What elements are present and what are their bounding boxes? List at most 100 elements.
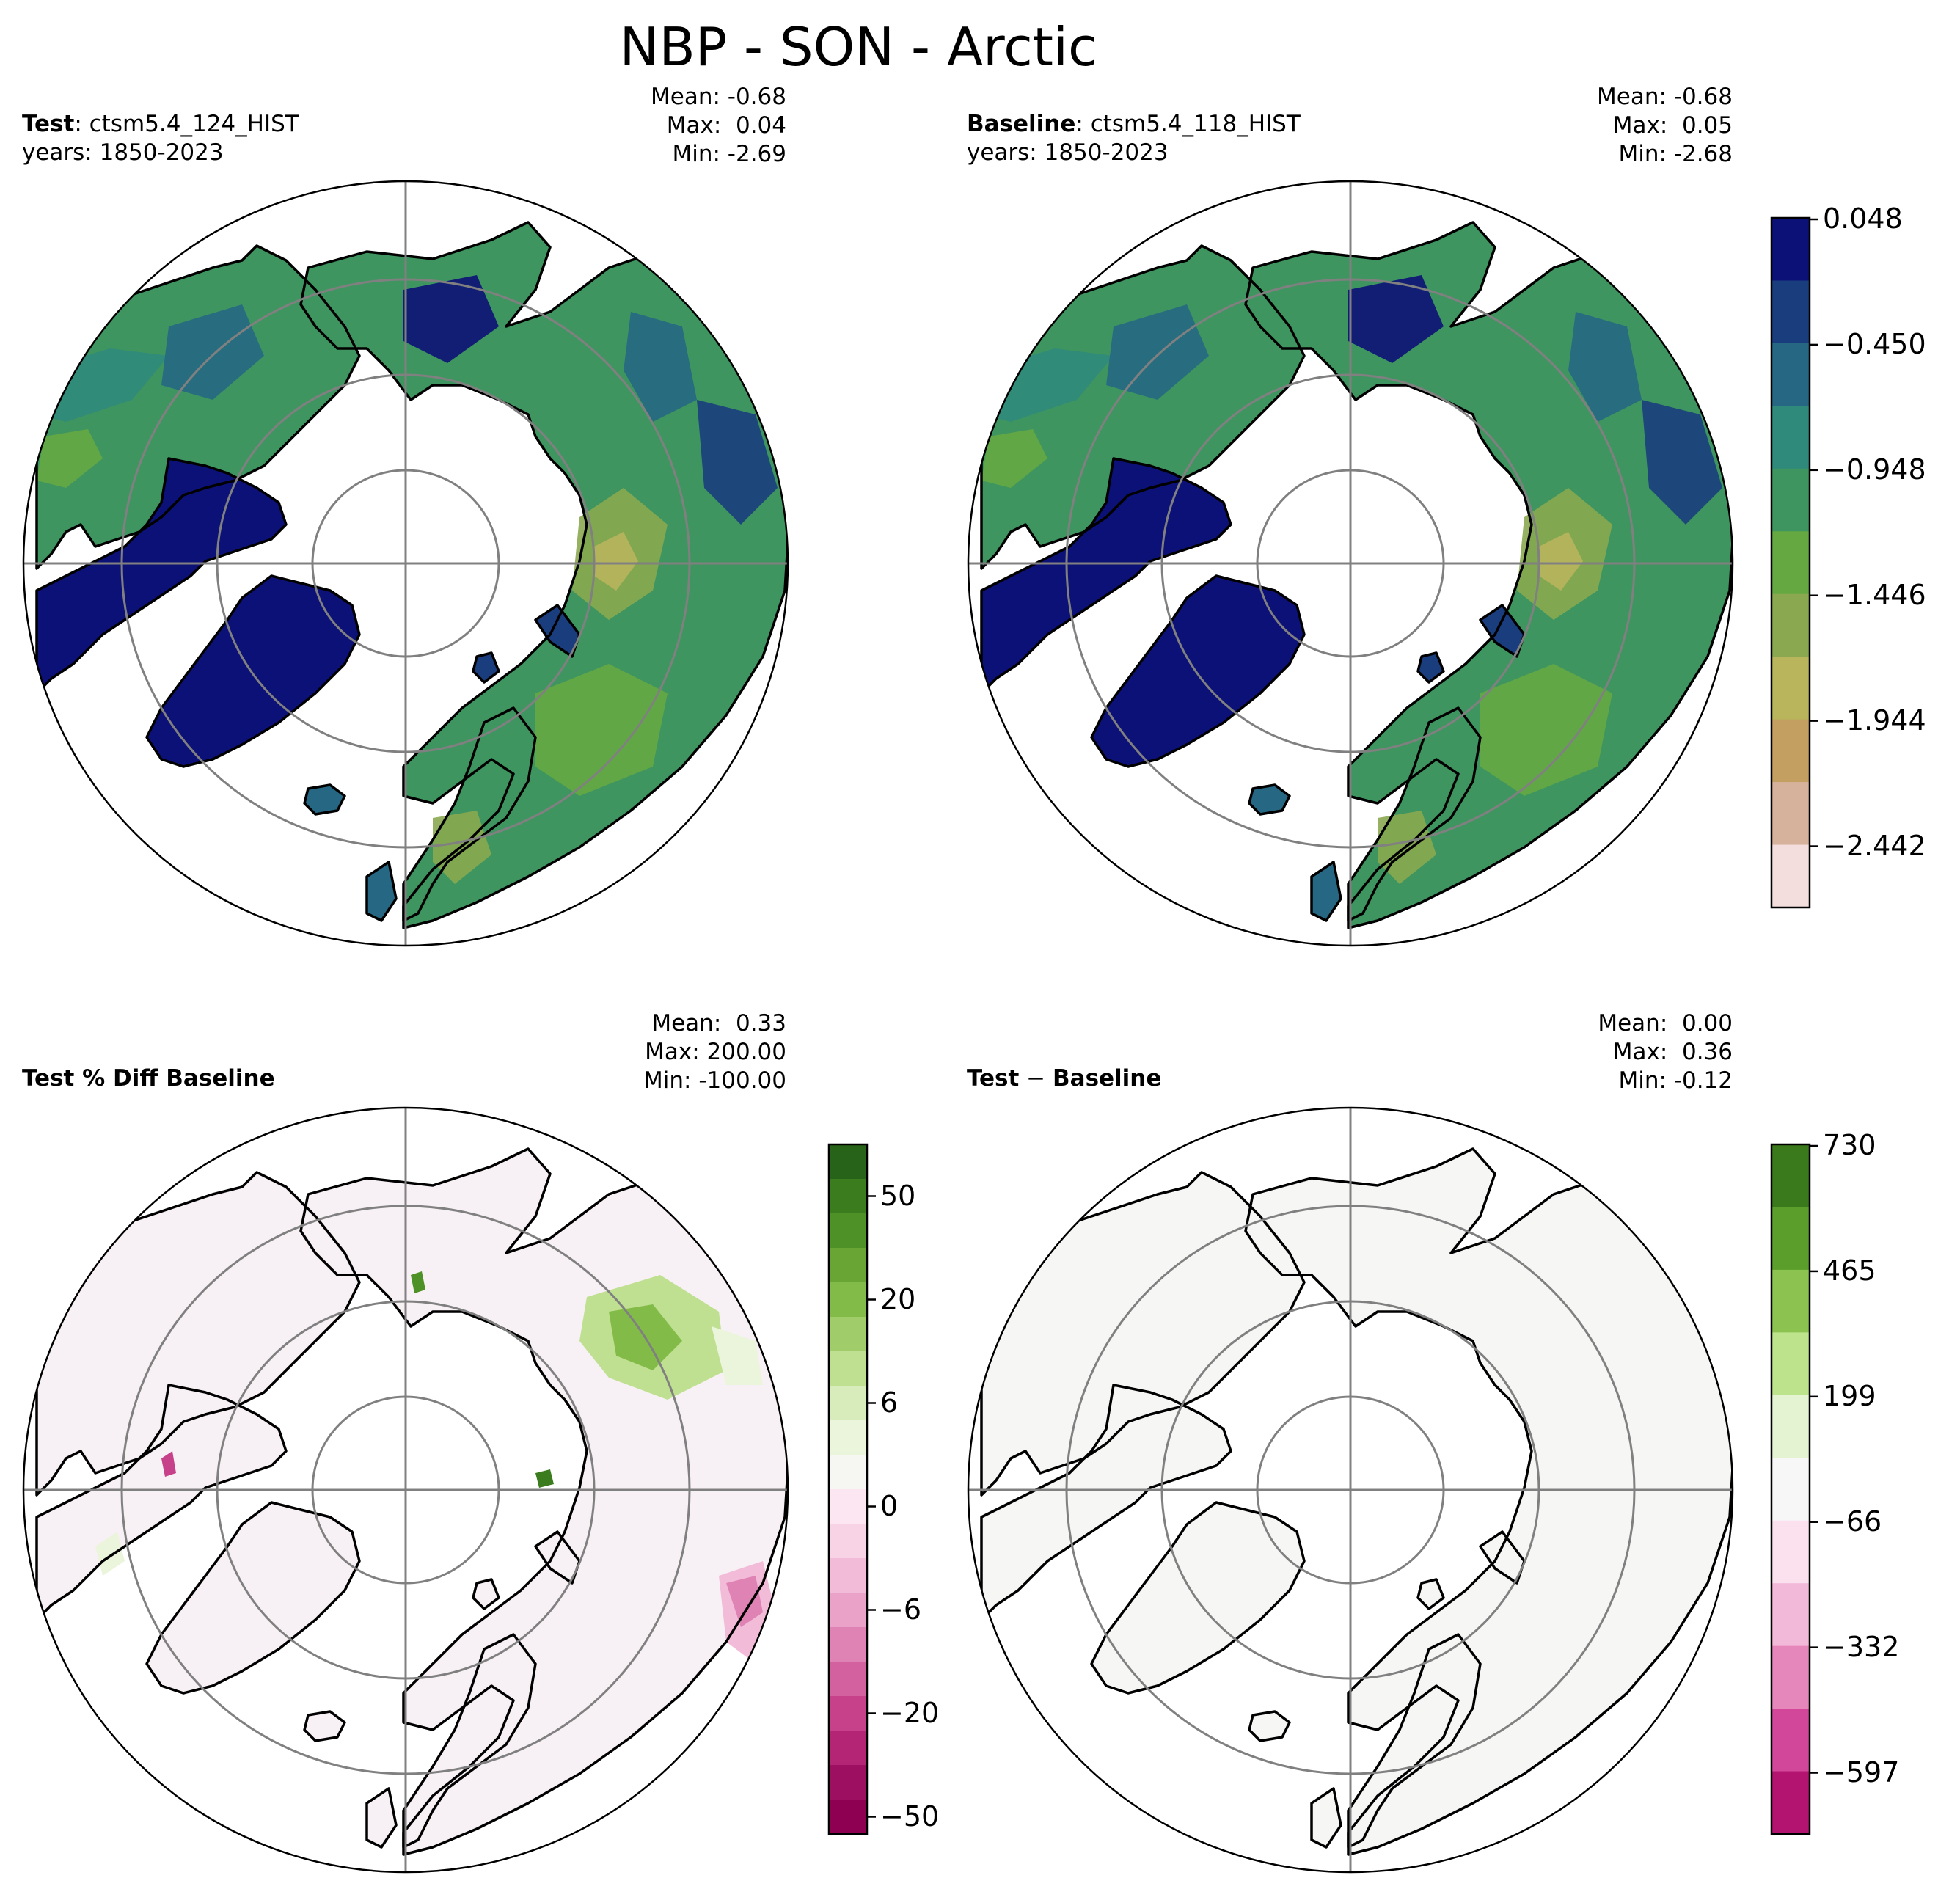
land-novaya xyxy=(535,1532,579,1583)
colorbar-segment xyxy=(1771,1458,1810,1521)
baseline-label-sep: : xyxy=(1075,111,1091,137)
colorbar-segment xyxy=(1771,1709,1810,1772)
coastline xyxy=(35,244,361,570)
colorbar-segment xyxy=(1771,531,1810,595)
colorbar-tick-label: −332 xyxy=(1823,1630,1900,1663)
test-map xyxy=(22,180,789,947)
land-north-america xyxy=(37,1172,359,1495)
land-north-america xyxy=(981,1172,1304,1495)
colorbar-tick-label: −20 xyxy=(880,1696,940,1729)
pct-diff-label: Test % Diff Baseline xyxy=(22,1065,275,1092)
colorbar-tick-label: −597 xyxy=(1823,1755,1900,1788)
baseline-case-name: ctsm5.4_118_HIST xyxy=(1090,111,1301,137)
land-greenland xyxy=(1091,576,1304,767)
coastline xyxy=(1347,706,1482,922)
colorbar-segment xyxy=(1771,1144,1810,1207)
diff-blob xyxy=(411,1271,425,1293)
test-label-sep: : xyxy=(74,111,89,137)
baseline-map xyxy=(967,180,1734,947)
field-band xyxy=(161,304,264,400)
test-years: years: 1850-2023 xyxy=(22,139,224,166)
colorbar-segment xyxy=(1771,1269,1810,1333)
land-iceland xyxy=(304,1711,345,1741)
colorbar-segment xyxy=(829,1593,867,1628)
coastline xyxy=(145,1501,361,1695)
baseline-years: years: 1850-2023 xyxy=(967,139,1169,166)
diff-min: Min: -0.12 xyxy=(1618,1067,1733,1094)
colorbar-segment xyxy=(829,1524,867,1559)
colorbar-tick-label: −0.948 xyxy=(1823,453,1926,486)
test-case-name: ctsm5.4_124_HIST xyxy=(89,111,299,137)
colorbar-segment xyxy=(829,1144,867,1180)
coastline xyxy=(1310,861,1342,922)
colorbar-segment xyxy=(829,1627,867,1662)
land-iceland xyxy=(1249,1711,1290,1741)
colorbar-frame xyxy=(1770,216,1811,909)
test-label: Test xyxy=(22,111,75,137)
coastline xyxy=(1310,1787,1342,1849)
colorbar-segment xyxy=(1771,1583,1810,1647)
diff-label-baseline: Baseline xyxy=(1053,1065,1162,1092)
colorbar-segment xyxy=(1771,468,1810,532)
diff-label-minus: − xyxy=(1019,1065,1053,1092)
diff-blob xyxy=(535,1469,554,1488)
colorbar-tick-label: −0.450 xyxy=(1823,327,1926,360)
colorbar-segment xyxy=(1771,1771,1810,1835)
pct-diff-min: Min: -100.00 xyxy=(643,1067,786,1094)
colorbar-frame xyxy=(1770,1143,1811,1835)
colorbar-segment xyxy=(829,1351,867,1386)
test-header: Test: ctsm5.4_124_HIST years: 1850-2023 xyxy=(22,110,299,167)
pct-diff-header: Test % Diff Baseline xyxy=(22,1064,275,1093)
land-uk xyxy=(367,1788,396,1847)
diff-blob xyxy=(726,1576,763,1627)
field-band xyxy=(1568,312,1642,422)
colorbar-tick-label: 6 xyxy=(880,1386,899,1419)
colorbar-frame xyxy=(827,1143,869,1835)
map-boundary xyxy=(22,180,789,947)
coastline xyxy=(365,861,398,922)
coastline xyxy=(980,244,1306,570)
colorbar-segment xyxy=(829,1765,867,1800)
pct-diff-map xyxy=(22,1106,789,1874)
colorbar-tick-label: 20 xyxy=(880,1282,916,1315)
test-min: Min: -2.69 xyxy=(672,141,786,167)
colorbar-segment xyxy=(1771,657,1810,720)
diff-blob xyxy=(712,1326,763,1385)
coastline xyxy=(145,574,361,768)
colorbar-segment xyxy=(829,1731,867,1766)
figure-title: NBP - SON - Arctic xyxy=(619,16,1097,78)
map-boundary xyxy=(967,1106,1734,1874)
colorbar-tick-label: 50 xyxy=(880,1179,916,1212)
land-greenland xyxy=(147,576,359,767)
baseline-min: Min: -2.68 xyxy=(1618,141,1733,167)
colorbar-tick-label: −50 xyxy=(880,1800,940,1833)
colorbar-segment xyxy=(1771,280,1810,344)
diff-colorbar xyxy=(1770,1143,1818,1835)
baseline-colorbar-ticks: 0.048 −0.450 −0.948 −1.446 −1.944 −2.442 xyxy=(1810,205,1956,907)
diff-mean: Mean: 0.00 xyxy=(1598,1010,1733,1037)
land-novaya xyxy=(535,605,579,657)
colorbar-segment xyxy=(1771,593,1810,657)
colorbar-segment xyxy=(1771,1207,1810,1271)
pct-diff-colorbar xyxy=(827,1143,876,1835)
land-uk xyxy=(1312,862,1341,921)
land-greenland xyxy=(1091,1502,1304,1693)
baseline-header: Baseline: ctsm5.4_118_HIST years: 1850-20… xyxy=(967,110,1301,167)
diff-max: Max: 0.36 xyxy=(1612,1039,1733,1065)
coastline xyxy=(303,783,346,816)
colorbar-segment xyxy=(829,1662,867,1697)
diff-blob xyxy=(161,1451,176,1477)
colorbar-tick-label: 199 xyxy=(1823,1379,1876,1412)
coastline xyxy=(1248,783,1291,816)
diff-label-test: Test xyxy=(967,1065,1020,1092)
colorbar-tick-label: 465 xyxy=(1823,1254,1876,1287)
colorbar-tick-label: −1.446 xyxy=(1823,578,1926,611)
diff-header: Test − Baseline xyxy=(967,1064,1161,1093)
land-iceland xyxy=(304,785,345,814)
field-band xyxy=(624,312,697,422)
colorbar-tick-label: −6 xyxy=(880,1593,922,1626)
coastline xyxy=(1416,651,1445,684)
pct-diff-stats: Mean: 0.33 Max: 200.00 Min: -100.00 xyxy=(643,1009,786,1095)
colorbar-segment xyxy=(829,1800,867,1835)
field-band xyxy=(1480,664,1612,796)
